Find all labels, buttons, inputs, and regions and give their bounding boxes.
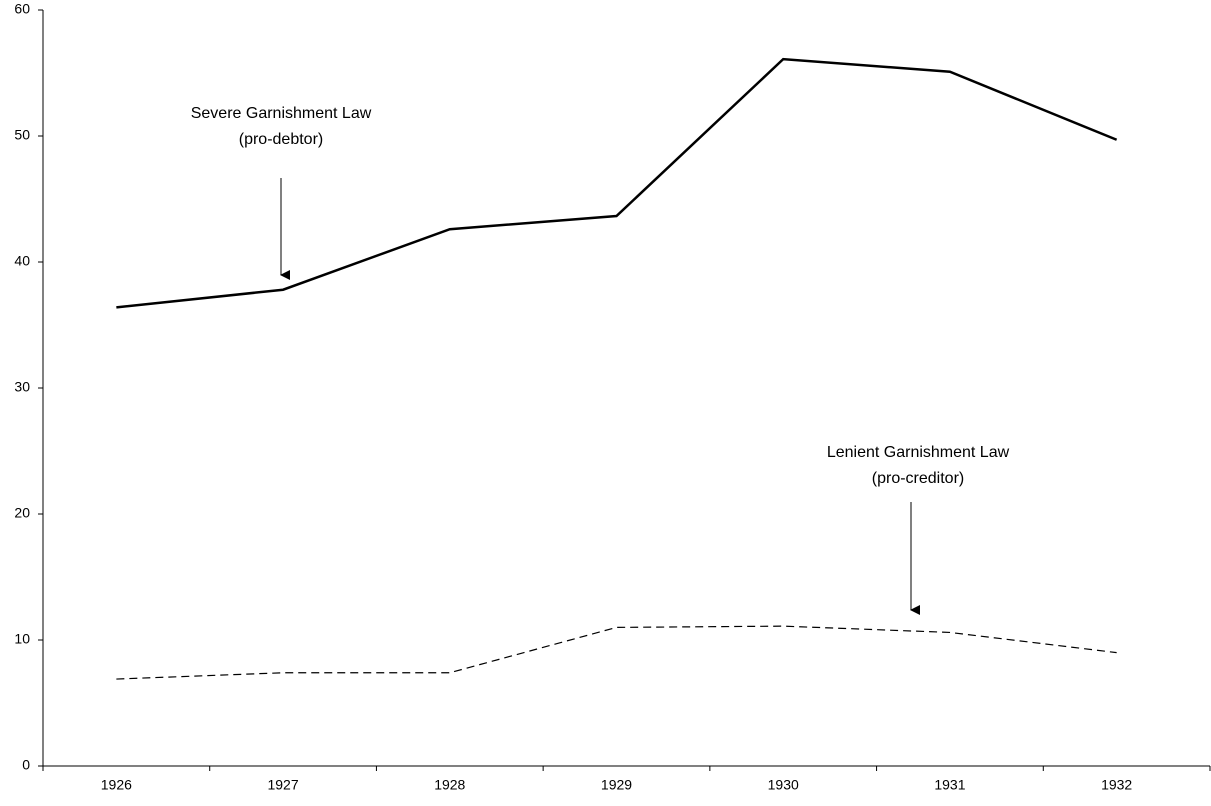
annotation: Severe Garnishment Law	[191, 105, 372, 122]
x-tick-label: 1926	[101, 777, 132, 793]
y-tick-label: 20	[14, 505, 30, 521]
x-tick-label: 1928	[434, 777, 465, 793]
x-tick-label: 1932	[1101, 777, 1132, 793]
x-tick-label: 1929	[601, 777, 632, 793]
x-tick-label: 1930	[768, 777, 799, 793]
series-line	[116, 625, 1117, 680]
annotation: (pro-debtor)	[239, 131, 323, 148]
series-line	[116, 57, 1118, 309]
y-tick-label: 40	[14, 253, 30, 269]
y-tick-label: 0	[22, 757, 30, 773]
y-tick-label: 30	[14, 379, 30, 395]
x-tick-label: 1931	[934, 777, 965, 793]
y-tick-label: 60	[14, 1, 30, 17]
annotation: Lenient Garnishment Law	[827, 444, 1010, 461]
y-tick-label: 50	[14, 127, 30, 143]
y-tick-label: 10	[14, 631, 30, 647]
x-tick-label: 1927	[267, 777, 298, 793]
annotation: (pro-creditor)	[872, 470, 964, 487]
